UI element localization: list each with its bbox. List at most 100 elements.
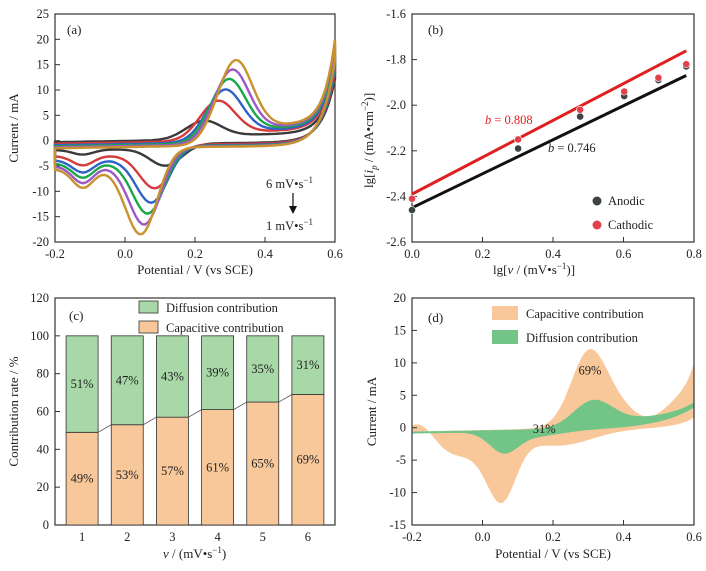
panel-a-xlabel: Potential / V (vs SCE) <box>137 262 253 277</box>
panel-d-ytick-label: -5 <box>396 453 406 467</box>
legend-label-cathodic: Cathodic <box>608 218 654 232</box>
panel-c-xtick-label: 1 <box>79 530 85 544</box>
panel-d-ytick-label: -15 <box>389 518 406 532</box>
annotation-b-anodic: b = 0.746 <box>548 141 596 155</box>
panel-b-ytick-label: -2.0 <box>386 98 406 112</box>
panel-a-xtick-label: 0.2 <box>187 247 203 261</box>
panel-c-xtick-label: 3 <box>169 530 175 544</box>
panel-c-ylabel: Contribution rate / % <box>6 356 21 466</box>
bar-diffusion <box>201 335 234 411</box>
panel-a-xtick-label: 0.6 <box>327 247 343 261</box>
legend-label-capacitive: Capacitive contribution <box>166 321 284 335</box>
bar-label-capacitive: 53% <box>116 468 139 482</box>
area-diffusion <box>412 399 694 454</box>
point-cathodic <box>620 87 629 96</box>
legend-label-capacitive-d: Capacitive contribution <box>526 307 644 321</box>
bar-label-diffusion: 31% <box>296 358 319 372</box>
bar-label-diffusion: 47% <box>116 373 139 387</box>
bar-capacitive <box>156 416 189 526</box>
bar-label-diffusion: 39% <box>206 366 229 380</box>
panel-b-tag: (b) <box>428 22 443 37</box>
bar-diffusion <box>246 335 280 403</box>
panel-c-ytick-label: 100 <box>30 329 49 343</box>
panel-b-xtick-label: 0.6 <box>616 247 632 261</box>
bar-connector <box>233 401 247 410</box>
panel-a-tag: (a) <box>67 22 81 37</box>
bar-connector <box>188 409 202 418</box>
panel-c-ytick-label: 80 <box>37 367 50 381</box>
panel-a-ytick-label: 20 <box>37 32 50 46</box>
bar-capacitive <box>246 401 280 526</box>
panel-b-xtick-label: 0.0 <box>404 247 420 261</box>
legend-swatch-diffusion <box>138 300 159 314</box>
panel-a-ytick-label: -10 <box>32 184 49 198</box>
point-anodic <box>514 144 523 153</box>
panel-a-ytick-label: -20 <box>32 235 49 249</box>
panel-a-ytick-label: 15 <box>37 58 50 72</box>
bar-label-capacitive: 49% <box>71 472 94 486</box>
bar-capacitive <box>291 394 325 526</box>
panel-a-ytick-label: 5 <box>43 108 49 122</box>
panel-b-ytick-label: -2.6 <box>386 235 406 249</box>
fit-line-anodic <box>411 74 687 210</box>
panel-a-ylabel: Current / mA <box>6 93 21 163</box>
panel-a-xtick-label: 0.4 <box>257 247 273 261</box>
bar-diffusion <box>156 335 189 418</box>
legend-swatch-capacitive-d <box>492 306 518 320</box>
panel-c-ytick-label: 0 <box>43 518 49 532</box>
panel-d-ytick-label: 20 <box>394 291 407 305</box>
legend-swatch-capacitive <box>138 320 159 334</box>
bar-diffusion <box>291 335 325 395</box>
point-cathodic <box>408 194 416 203</box>
bar-label-capacitive: 61% <box>206 460 229 474</box>
panel-d-xlabel: Potential / V (vs SCE) <box>495 546 611 561</box>
bar-connector <box>97 424 112 433</box>
bar-label-capacitive: 65% <box>251 457 274 471</box>
legend-label-diffusion-d: Diffusion contribution <box>526 331 639 345</box>
panel-b-xtick-label: 0.2 <box>475 247 491 261</box>
point-anodic <box>408 206 416 214</box>
bar-diffusion <box>65 335 99 433</box>
panel-c-xtick-label: 2 <box>124 530 130 544</box>
legend-label-anodic: Anodic <box>608 194 645 208</box>
panel-a-xtick-label: 0.0 <box>117 247 133 261</box>
panel-b-frame <box>411 13 695 243</box>
bar-label-diffusion: 35% <box>251 362 274 376</box>
panel-b-ytick-label: -1.8 <box>386 53 406 67</box>
panel-c-xtick-label: 5 <box>260 530 266 544</box>
panel-d-ytick-label: -10 <box>389 486 406 500</box>
legend-marker-anodic <box>592 196 602 206</box>
panel-c-xtick-label: 6 <box>305 530 311 544</box>
panel-d-xtick-label: 0.2 <box>545 530 561 544</box>
legend-label-diffusion: Diffusion contribution <box>166 301 279 315</box>
annotation-low-rate: 1 mV•s−1 <box>266 217 313 233</box>
panel-d-ytick-label: 0 <box>400 421 406 435</box>
panel-a-ytick-label: -5 <box>39 159 49 173</box>
panel-b-xtick-label: 0.4 <box>545 247 561 261</box>
bar-label-diffusion: 51% <box>71 377 94 391</box>
panel-b-ytick-label: -2.4 <box>386 189 407 203</box>
panel-c-xlabel: v / (mV•s−1) <box>163 545 226 561</box>
fit-line-cathodic <box>411 49 687 196</box>
point-cathodic <box>576 105 585 114</box>
annotation-high-rate: 6 mV•s−1 <box>266 175 313 191</box>
panel-d-xtick-label: -0.2 <box>402 530 422 544</box>
bar-diffusion <box>110 335 144 426</box>
panel-d-xtick-label: 0.6 <box>686 530 702 544</box>
panel-b-xlabel: lg[v / (mV•s−1)] <box>493 261 575 277</box>
panel-c-tag: (c) <box>69 308 83 323</box>
panel-a-ytick-label: 10 <box>37 83 50 97</box>
panel-d-tag: (d) <box>428 310 443 325</box>
legend-swatch-diffusion-d <box>492 330 518 344</box>
bar-connector <box>143 416 157 426</box>
panel-b-xtick-label: 0.8 <box>686 247 702 261</box>
panel-a-ytick-label: 0 <box>43 134 49 148</box>
bar-capacitive <box>65 431 99 526</box>
point-cathodic <box>682 60 691 69</box>
bar-label-capacitive: 69% <box>296 453 319 467</box>
panel-a-ytick-label: -15 <box>32 210 49 224</box>
panel-c-ytick-label: 60 <box>37 405 50 419</box>
bar-label-capacitive: 57% <box>161 464 184 478</box>
panel-c-ytick-label: 40 <box>37 442 50 456</box>
